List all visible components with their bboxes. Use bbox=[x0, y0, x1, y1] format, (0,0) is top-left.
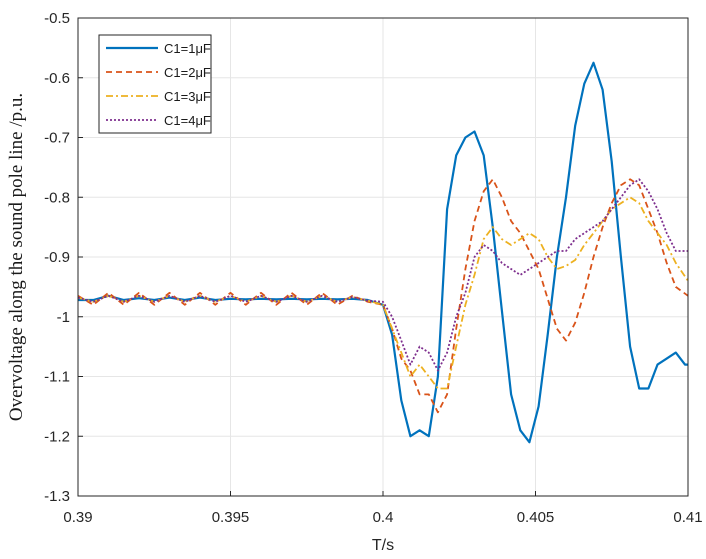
y-tick-label: -1.1 bbox=[44, 369, 70, 386]
legend: C1=1μF C1=2μF C1=3μF C1=4μF bbox=[98, 34, 212, 134]
series-line-2 bbox=[77, 178, 689, 414]
series-layer bbox=[77, 61, 689, 444]
legend-label-2: C1=2μF bbox=[164, 65, 211, 80]
series-line-4 bbox=[77, 178, 688, 372]
legend-box bbox=[98, 34, 212, 134]
x-tick-label: 0.4 bbox=[373, 509, 394, 526]
series-line-1 bbox=[78, 61, 688, 444]
y-tick-label: -0.7 bbox=[44, 130, 70, 147]
x-tick-label: 0.41 bbox=[673, 509, 702, 526]
y-tick-label: -1.2 bbox=[44, 428, 70, 445]
tick-labels: 0.39 0.395 0.4 0.405 0.41 -1.3 -1.2 -1.1 -1 -0.9 -… bbox=[44, 10, 702, 526]
x-tick-label: 0.39 bbox=[63, 509, 92, 526]
y-tick-label: -0.5 bbox=[44, 10, 70, 27]
x-axis-label: T/s bbox=[372, 537, 394, 554]
y-tick-label: -1 bbox=[57, 309, 70, 326]
y-axis-label: Overvoltage along the sound pole line /p… bbox=[6, 93, 27, 421]
legend-label-1: C1=1μF bbox=[164, 41, 211, 56]
y-tick-label: -0.8 bbox=[44, 189, 70, 206]
y-tick-label: -1.3 bbox=[44, 488, 70, 505]
x-tick-label: 0.395 bbox=[212, 509, 250, 526]
legend-label-3: C1=3μF bbox=[164, 89, 211, 104]
y-tick-label: -0.6 bbox=[44, 70, 70, 87]
series-line-3 bbox=[77, 196, 689, 390]
x-tick-label: 0.405 bbox=[517, 509, 555, 526]
y-tick-label: -0.9 bbox=[44, 249, 70, 266]
legend-label-4: C1=4μF bbox=[164, 113, 211, 128]
